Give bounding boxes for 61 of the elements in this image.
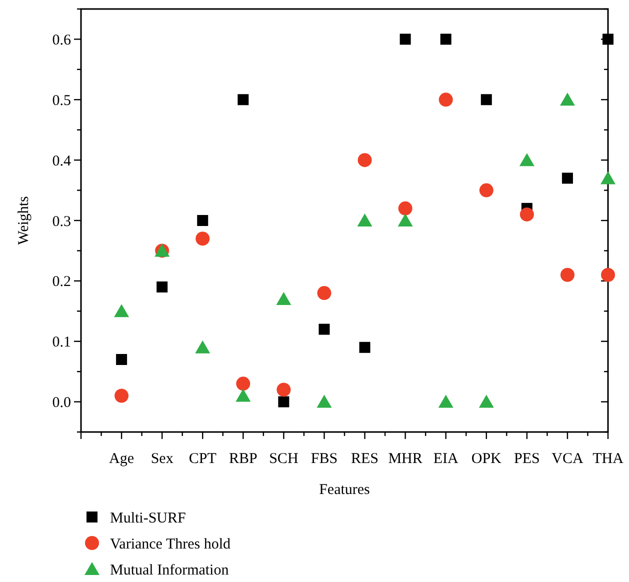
point xyxy=(317,286,332,300)
point xyxy=(276,292,292,306)
point xyxy=(438,92,453,107)
x-axis-title: Features xyxy=(319,482,370,498)
point xyxy=(358,153,372,168)
point xyxy=(519,153,534,166)
y-tick-label: 0.0 xyxy=(52,395,71,412)
x-tick-label: EIA xyxy=(433,451,459,467)
point xyxy=(560,268,574,282)
y-tick-label: 0.6 xyxy=(52,32,72,48)
legend-label: Variance Thres hold xyxy=(110,536,232,552)
y-tick-label: 0.2 xyxy=(52,274,71,290)
point xyxy=(236,376,250,391)
x-tick-label: VCA xyxy=(552,451,584,467)
legend-label: Mutual Information xyxy=(110,562,230,578)
x-tick-label: PES xyxy=(514,451,540,467)
point xyxy=(114,304,130,318)
point xyxy=(398,201,412,216)
point xyxy=(601,268,615,282)
point xyxy=(400,34,411,45)
point xyxy=(238,94,249,106)
x-tick-label: CPT xyxy=(188,451,216,467)
x-tick-label: OPK xyxy=(471,451,502,467)
point xyxy=(197,215,208,226)
point xyxy=(359,342,370,353)
point xyxy=(562,172,573,184)
point xyxy=(236,388,251,402)
point xyxy=(318,324,330,335)
y-axis-title: Weights xyxy=(16,196,32,245)
point xyxy=(357,214,372,226)
point xyxy=(440,34,452,45)
point xyxy=(114,388,129,403)
point xyxy=(602,34,614,45)
point xyxy=(480,94,492,106)
x-tick-label: SCH xyxy=(269,451,298,467)
x-tick-label: Sex xyxy=(150,451,174,467)
x-tick-label: RES xyxy=(351,451,379,467)
point xyxy=(278,396,290,408)
x-tick-label: Age xyxy=(109,451,134,467)
x-tick-label: MHR xyxy=(388,451,422,467)
point xyxy=(276,382,291,397)
point xyxy=(398,214,413,226)
x-tick-label: FBS xyxy=(310,451,338,467)
legend-label: Multi-SURF xyxy=(110,510,186,526)
y-tick-label: 0.3 xyxy=(52,214,71,230)
point xyxy=(156,281,168,292)
point xyxy=(478,394,494,408)
y-tick-label: 0.1 xyxy=(52,334,71,351)
point xyxy=(560,92,575,106)
point xyxy=(195,340,210,354)
point xyxy=(479,183,494,198)
point xyxy=(116,354,128,365)
point xyxy=(520,207,534,222)
point xyxy=(196,232,210,246)
point xyxy=(438,394,454,408)
x-tick-label: RBP xyxy=(228,451,258,467)
y-tick-label: 0.4 xyxy=(52,153,72,170)
point xyxy=(600,171,616,184)
x-tick-label: THA xyxy=(592,451,624,467)
y-tick-label: 0.5 xyxy=(52,92,71,109)
point xyxy=(316,394,332,408)
